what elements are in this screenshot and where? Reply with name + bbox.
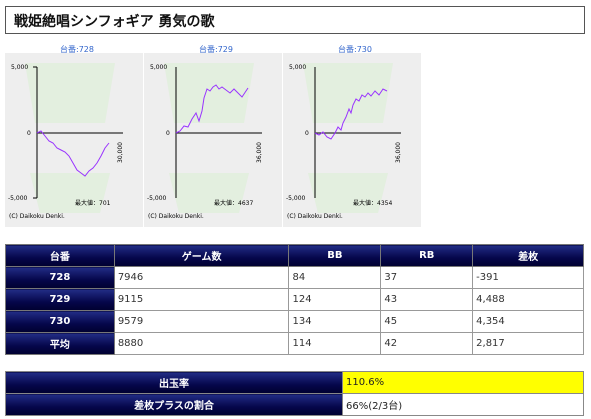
cell-games: 8880	[113, 332, 290, 355]
cell-bb: 114	[288, 332, 382, 355]
page-title: 戦姫絶唱シンフォギア 勇気の歌	[14, 14, 215, 30]
difference-line-730	[314, 88, 388, 140]
plus-ratio-value: 66%(2/3台)	[342, 393, 584, 416]
plus-ratio-label: 差枚プラスの割合	[5, 393, 343, 416]
table-row-average: 平均 8880 114 42 2,817	[5, 332, 584, 355]
table-header-row: 台番 ゲーム数 BB RB 差枚	[5, 244, 584, 267]
graph-panel-728[interactable]: 5,000 0 -5,000 30,000 最大値：701 (C) Daikok…	[5, 53, 143, 227]
cell-difference: 4,488	[472, 288, 584, 311]
graph-background-art	[164, 63, 254, 213]
y-tick-top: 5,000	[11, 64, 28, 71]
y-tick-zero: 0	[27, 130, 31, 137]
header-difference: 差枚	[472, 244, 584, 267]
table-row: 729 9115 124 43 4,488	[5, 288, 584, 311]
copyright-text: (C) Daikoku Denki.	[9, 213, 65, 220]
row-machine-number: 730	[5, 310, 115, 333]
cell-rb: 42	[380, 332, 474, 355]
cell-bb: 124	[288, 288, 382, 311]
cell-games: 9579	[113, 310, 290, 333]
copyright-text: (C) Daikoku Denki.	[287, 213, 343, 220]
graph-label-728[interactable]: 台番:728	[60, 45, 94, 54]
difference-line-729	[175, 84, 249, 134]
summary-row-payout: 出玉率 110.6%	[5, 371, 584, 394]
cell-difference: 4,354	[472, 310, 584, 333]
graph-panel-729[interactable]: 5,000 0 -5,000 36,000 最大値：4637 (C) Daiko…	[144, 53, 282, 227]
max-value-label-728: 最大値：701	[75, 200, 111, 207]
x-tick-end: 30,000	[117, 142, 124, 163]
summary-row-plus-ratio: 差枚プラスの割合 66%(2/3台)	[5, 393, 584, 416]
graph-panel-730[interactable]: 5,000 0 -5,000 36,000 最大値：4354 (C) Daiko…	[283, 53, 421, 227]
cell-games: 7946	[113, 266, 290, 289]
cell-rb: 45	[380, 310, 474, 333]
cell-difference: 2,817	[472, 332, 584, 355]
copyright-text: (C) Daikoku Denki.	[148, 213, 204, 220]
row-average-label: 平均	[5, 332, 115, 355]
payout-rate-label: 出玉率	[5, 371, 343, 394]
row-machine-number: 729	[5, 288, 115, 311]
header-rb: RB	[380, 244, 474, 267]
x-tick-end: 36,000	[256, 142, 263, 163]
cell-difference: -391	[472, 266, 584, 289]
y-tick-bottom: -5,000	[286, 195, 306, 202]
graph-chart-729: 5,000 0 -5,000 36,000	[147, 63, 263, 213]
y-tick-zero: 0	[305, 130, 309, 137]
y-tick-top: 5,000	[150, 64, 167, 71]
max-value-label-729: 最大値：4637	[214, 200, 254, 207]
graph-background-art	[25, 63, 115, 213]
table-row: 730 9579 134 45 4,354	[5, 310, 584, 333]
x-tick-end: 36,000	[395, 142, 402, 163]
payout-rate-value: 110.6%	[342, 371, 584, 394]
header-games: ゲーム数	[113, 244, 290, 267]
y-tick-bottom: -5,000	[147, 195, 167, 202]
graph-background-art	[303, 63, 393, 213]
row-machine-number: 728	[5, 266, 115, 289]
cell-bb: 84	[288, 266, 382, 289]
machine-data-table: 台番 ゲーム数 BB RB 差枚 728 7946 84 37 -391 729…	[5, 244, 584, 355]
graph-label-729[interactable]: 台番:729	[199, 45, 233, 54]
graph-chart-730: 5,000 0 -5,000 36,000	[286, 63, 402, 213]
graph-chart-728: 5,000 0 -5,000 30,000	[8, 63, 124, 213]
y-tick-top: 5,000	[289, 64, 306, 71]
page-title-box: 戦姫絶唱シンフォギア 勇気の歌	[5, 6, 585, 34]
header-bb: BB	[288, 244, 382, 267]
difference-line-728	[36, 130, 110, 177]
table-row: 728 7946 84 37 -391	[5, 266, 584, 289]
graph-label-730[interactable]: 台番:730	[338, 45, 372, 54]
header-machine-number: 台番	[5, 244, 115, 267]
y-tick-zero: 0	[166, 130, 170, 137]
cell-rb: 43	[380, 288, 474, 311]
summary-table: 出玉率 110.6% 差枚プラスの割合 66%(2/3台)	[5, 371, 584, 416]
cell-bb: 134	[288, 310, 382, 333]
cell-games: 9115	[113, 288, 290, 311]
y-tick-bottom: -5,000	[8, 195, 28, 202]
max-value-label-730: 最大値：4354	[353, 200, 393, 207]
cell-rb: 37	[380, 266, 474, 289]
